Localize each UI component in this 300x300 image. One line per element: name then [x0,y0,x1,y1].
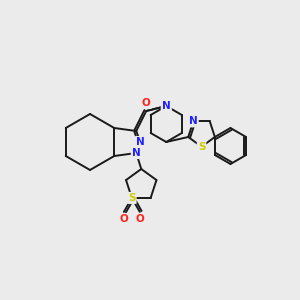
Text: N: N [162,101,171,111]
Text: S: S [198,142,205,152]
Text: N: N [136,137,145,147]
Text: O: O [119,214,128,224]
Text: N: N [132,148,141,158]
Text: O: O [136,214,144,224]
Text: N: N [162,101,171,111]
Text: O: O [142,98,151,108]
Text: N: N [189,116,198,126]
Text: S: S [128,193,136,203]
